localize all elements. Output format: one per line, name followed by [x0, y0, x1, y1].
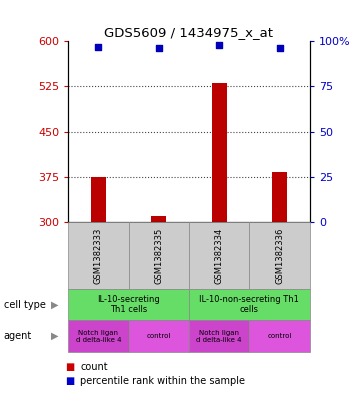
Text: IL-10-secreting
Th1 cells: IL-10-secreting Th1 cells: [97, 295, 160, 314]
Point: [277, 45, 282, 51]
Bar: [151, 216, 166, 222]
Point: [156, 45, 162, 51]
Text: Notch ligan
d delta-like 4: Notch ligan d delta-like 4: [76, 329, 121, 343]
Text: GSM1382333: GSM1382333: [94, 227, 103, 284]
Text: ▶: ▶: [50, 299, 58, 310]
Text: agent: agent: [4, 331, 32, 341]
Text: GSM1382335: GSM1382335: [154, 227, 163, 284]
Bar: [272, 172, 287, 222]
Text: GSM1382334: GSM1382334: [215, 227, 224, 284]
Text: count: count: [80, 362, 108, 372]
Title: GDS5609 / 1434975_x_at: GDS5609 / 1434975_x_at: [105, 26, 273, 39]
Bar: [91, 177, 106, 222]
Bar: [212, 83, 227, 222]
Point: [216, 42, 222, 48]
Point: [96, 44, 101, 50]
Text: ■: ■: [65, 362, 74, 372]
Text: ▶: ▶: [50, 331, 58, 341]
Text: cell type: cell type: [4, 299, 46, 310]
Text: IL-10-non-secreting Th1
cells: IL-10-non-secreting Th1 cells: [199, 295, 299, 314]
Text: control: control: [267, 333, 292, 339]
Text: ■: ■: [65, 376, 74, 386]
Text: percentile rank within the sample: percentile rank within the sample: [80, 376, 245, 386]
Text: GSM1382336: GSM1382336: [275, 227, 284, 284]
Text: Notch ligan
d delta-like 4: Notch ligan d delta-like 4: [196, 329, 242, 343]
Text: control: control: [147, 333, 171, 339]
